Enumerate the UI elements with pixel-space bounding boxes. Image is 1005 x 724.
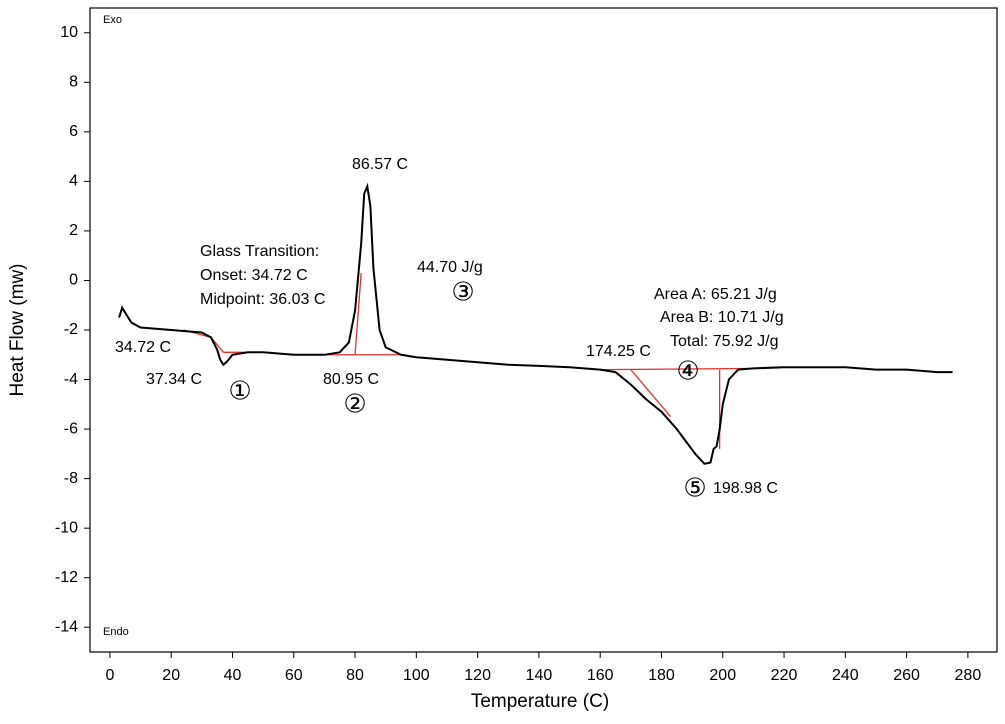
x-tick-label: 180 (648, 667, 675, 684)
x-tick-label: 260 (893, 667, 920, 684)
annotation: ⑤ (683, 474, 706, 504)
x-tick-label: 220 (771, 667, 798, 684)
x-tick-label: 200 (709, 667, 736, 684)
annotation: Endo (103, 626, 129, 638)
y-tick-label: -4 (64, 371, 78, 388)
x-tick-label: 40 (224, 667, 242, 684)
analysis-line (600, 367, 763, 371)
annotation: 198.98 C (713, 480, 778, 497)
y-tick-label: 10 (60, 24, 78, 41)
annotation: Total: 75.92 J/g (670, 333, 779, 350)
y-tick-label: -14 (55, 618, 78, 635)
annotation: Midpoint: 36.03 C (200, 291, 325, 308)
x-tick-label: 280 (955, 667, 982, 684)
y-tick-label: 0 (69, 272, 78, 289)
y-tick-label: -2 (64, 321, 78, 338)
x-tick-label: 140 (526, 667, 553, 684)
analysis-line (354, 272, 362, 355)
y-tick-label: -10 (55, 519, 78, 536)
x-tick-label: 240 (832, 667, 859, 684)
y-tick-label: 8 (69, 74, 78, 91)
annotation: ③ (451, 278, 474, 308)
annotation: Glass Transition: (200, 243, 319, 260)
annotation: Onset: 34.72 C (200, 267, 308, 284)
annotation: 86.57 C (352, 156, 408, 173)
annotation: 34.72 C (115, 339, 171, 356)
x-tick-label: 80 (346, 667, 364, 684)
x-axis-title: Temperature (C) (471, 691, 609, 712)
y-tick-label: 4 (69, 173, 78, 190)
x-tick-label: 120 (464, 667, 491, 684)
annotation: 80.95 C (323, 371, 379, 388)
y-axis-title: Heat Flow (mw) (7, 263, 28, 396)
annotation: ① (228, 377, 251, 407)
annotation: 174.25 C (586, 343, 651, 360)
x-tick-label: 0 (105, 667, 114, 684)
y-tick-label: -6 (64, 420, 78, 437)
annotation: Area A: 65.21 J/g (654, 286, 777, 303)
heat-flow-line (118, 182, 953, 465)
annotation: 44.70 J/g (417, 259, 483, 276)
x-tick-label: 20 (162, 667, 180, 684)
annotation: Area B: 10.71 J/g (660, 309, 784, 326)
x-tick-label: 160 (587, 667, 614, 684)
annotation: Exo (103, 14, 122, 26)
y-tick-label: -8 (64, 470, 78, 487)
x-tick-label: 100 (403, 667, 430, 684)
annotation: 37.34 C (146, 371, 202, 388)
annotation: ④ (676, 357, 699, 387)
x-tick-label: 60 (285, 667, 303, 684)
plot-frame (89, 7, 998, 653)
y-tick-label: 2 (69, 222, 78, 239)
analysis-line (630, 369, 672, 418)
y-tick-label: 6 (69, 123, 78, 140)
y-tick-label: -12 (55, 569, 78, 586)
annotation: ② (343, 390, 366, 420)
